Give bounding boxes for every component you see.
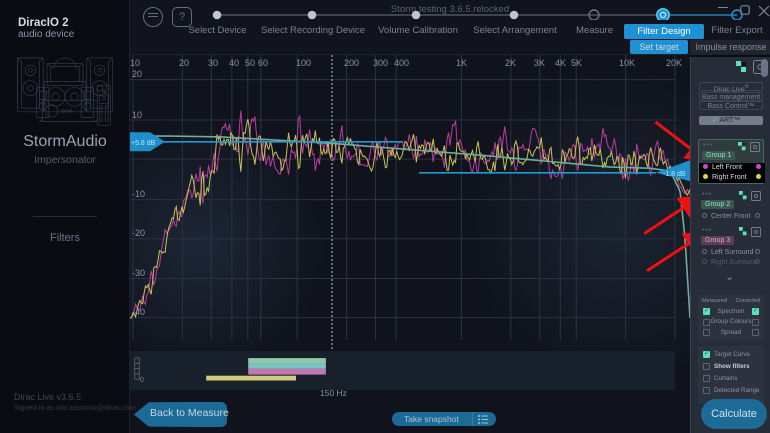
svg-text:-1.8 dB: -1.8 dB	[663, 171, 686, 178]
svg-text:0: 0	[140, 377, 144, 384]
svg-text:+5.8 dB: +5.8 dB	[131, 140, 156, 147]
